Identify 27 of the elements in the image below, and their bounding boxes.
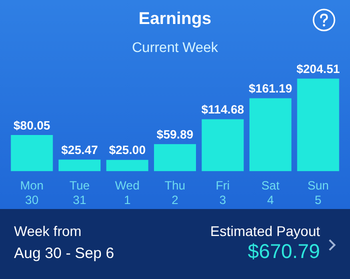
text: $670.79 xyxy=(248,241,320,264)
data-label: $80.05 xyxy=(14,118,51,132)
bar xyxy=(106,160,148,172)
x-tick-label: Sat 4 xyxy=(261,178,280,208)
x-tick-label: Tue 31 xyxy=(69,178,90,208)
bar xyxy=(10,134,53,172)
chart-title: Earnings xyxy=(138,9,212,29)
data-label: $204.51 xyxy=(296,62,340,76)
bar xyxy=(154,144,196,172)
bar xyxy=(58,160,101,172)
data-label: $25.00 xyxy=(108,143,146,158)
text: Estimated Payout xyxy=(210,223,320,239)
x-tick-label: Wed 1 xyxy=(115,178,140,208)
data-label: $25.47 xyxy=(61,142,98,157)
text: Aug 30 - Sep 6 xyxy=(14,245,114,262)
bar xyxy=(202,119,244,172)
x-tick-label: Mon 30 xyxy=(20,178,44,208)
data-label: $114.68 xyxy=(201,102,244,117)
x-tick-label: Thu 2 xyxy=(164,178,186,208)
chart-subtitle: Current Week xyxy=(130,39,220,55)
bar xyxy=(297,78,340,172)
data-label: $161.19 xyxy=(248,82,292,96)
text: Week from xyxy=(14,223,82,239)
x-tick-label: Sun 5 xyxy=(307,178,329,208)
bar xyxy=(249,98,292,172)
data-label: $59.89 xyxy=(156,127,194,142)
x-tick-label: Fri 3 xyxy=(216,178,230,208)
